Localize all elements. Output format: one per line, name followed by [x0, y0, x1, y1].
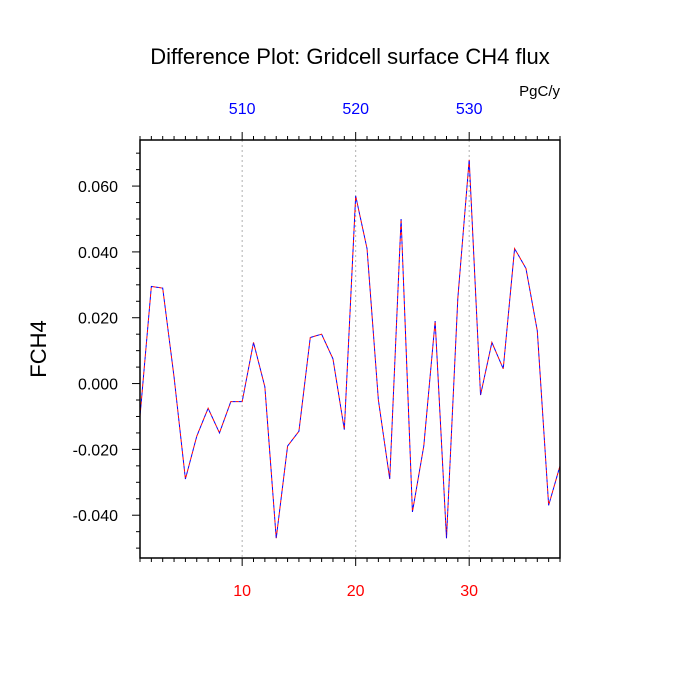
series-line-red: [139, 159, 561, 539]
x-tick-label-top: 530: [456, 101, 483, 118]
x-tick-label-top: 510: [229, 101, 256, 118]
y-tick-label: 0.060: [78, 179, 118, 196]
y-tick-label: 0.020: [78, 311, 118, 328]
units-label: PgC/y: [519, 83, 560, 100]
y-axis-label: FCH4: [26, 320, 51, 377]
y-tick-label: -0.020: [73, 442, 118, 459]
plot-frame: [139, 139, 561, 559]
x-tick-label-bottom: 20: [347, 583, 365, 600]
tick-labels: 0.060 0.040 0.020 0.000 -0.020 -0.040 10 20 30 51…: [73, 101, 483, 600]
y-tick-label: -0.040: [73, 508, 118, 525]
series-layer: [139, 159, 561, 539]
axis-ticks: [132, 132, 561, 566]
y-tick-label: 0.000: [78, 377, 118, 394]
y-tick-label: 0.040: [78, 245, 118, 262]
chart-title: Difference Plot: Gridcell surface CH4 fl…: [150, 44, 549, 69]
x-tick-label-bottom: 10: [233, 583, 251, 600]
x-tick-label-top: 520: [342, 101, 369, 118]
x-tick-label-bottom: 30: [460, 583, 478, 600]
series-line-blue: [139, 159, 561, 539]
